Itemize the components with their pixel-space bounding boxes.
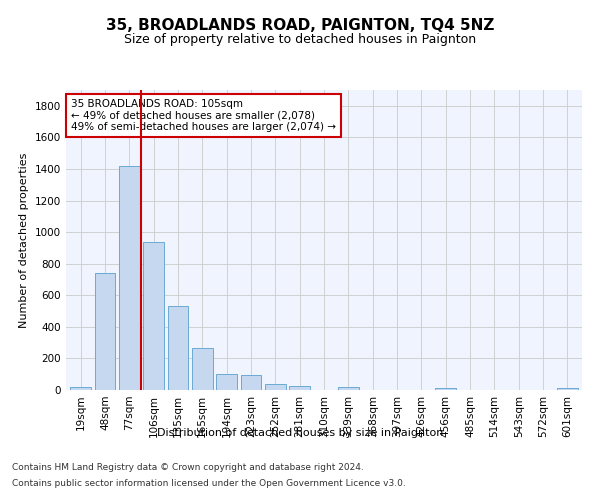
Bar xyxy=(167,306,188,390)
Bar xyxy=(241,376,262,390)
Bar xyxy=(119,166,140,390)
Bar xyxy=(289,386,310,390)
Text: Distribution of detached houses by size in Paignton: Distribution of detached houses by size … xyxy=(157,428,443,438)
Text: Size of property relative to detached houses in Paignton: Size of property relative to detached ho… xyxy=(124,32,476,46)
Y-axis label: Number of detached properties: Number of detached properties xyxy=(19,152,29,328)
Bar xyxy=(265,384,286,390)
Bar xyxy=(70,386,91,390)
Bar xyxy=(95,272,115,390)
Text: Contains HM Land Registry data © Crown copyright and database right 2024.: Contains HM Land Registry data © Crown c… xyxy=(12,464,364,472)
Text: 35 BROADLANDS ROAD: 105sqm
← 49% of detached houses are smaller (2,078)
49% of s: 35 BROADLANDS ROAD: 105sqm ← 49% of deta… xyxy=(71,99,336,132)
Bar xyxy=(216,374,237,390)
Text: Contains public sector information licensed under the Open Government Licence v3: Contains public sector information licen… xyxy=(12,478,406,488)
Text: 35, BROADLANDS ROAD, PAIGNTON, TQ4 5NZ: 35, BROADLANDS ROAD, PAIGNTON, TQ4 5NZ xyxy=(106,18,494,32)
Bar xyxy=(338,388,359,390)
Bar xyxy=(143,242,164,390)
Bar xyxy=(436,388,456,390)
Bar xyxy=(557,388,578,390)
Bar xyxy=(192,348,212,390)
